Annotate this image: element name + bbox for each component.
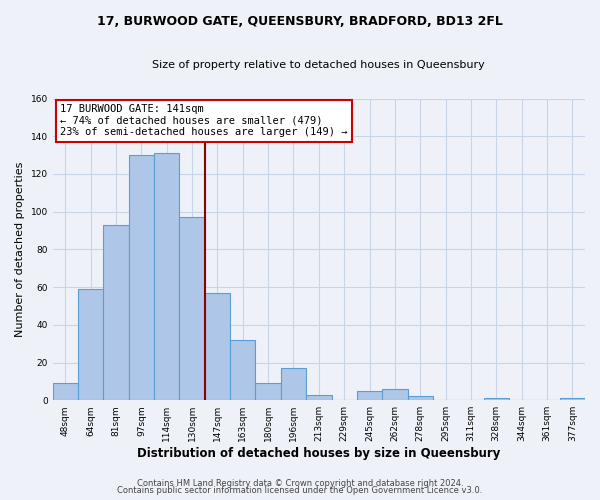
Bar [407,396,433,400]
Title: Size of property relative to detached houses in Queensbury: Size of property relative to detached ho… [152,60,485,70]
Bar [129,155,154,400]
Bar [484,398,509,400]
Bar [281,368,306,400]
Text: 17, BURWOOD GATE, QUEENSBURY, BRADFORD, BD13 2FL: 17, BURWOOD GATE, QUEENSBURY, BRADFORD, … [97,15,503,28]
Bar [154,153,179,400]
Bar [53,383,78,400]
Bar [560,398,585,400]
Bar [306,394,332,400]
Bar [78,289,103,400]
Text: Contains HM Land Registry data © Crown copyright and database right 2024.: Contains HM Land Registry data © Crown c… [137,478,463,488]
Bar [256,383,281,400]
Bar [179,218,205,400]
X-axis label: Distribution of detached houses by size in Queensbury: Distribution of detached houses by size … [137,447,500,460]
Text: 17 BURWOOD GATE: 141sqm
← 74% of detached houses are smaller (479)
23% of semi-d: 17 BURWOOD GATE: 141sqm ← 74% of detache… [60,104,348,138]
Bar [103,225,129,400]
Y-axis label: Number of detached properties: Number of detached properties [15,162,25,337]
Bar [230,340,256,400]
Text: Contains public sector information licensed under the Open Government Licence v3: Contains public sector information licen… [118,486,482,495]
Bar [382,389,407,400]
Bar [357,391,382,400]
Bar [205,292,230,400]
